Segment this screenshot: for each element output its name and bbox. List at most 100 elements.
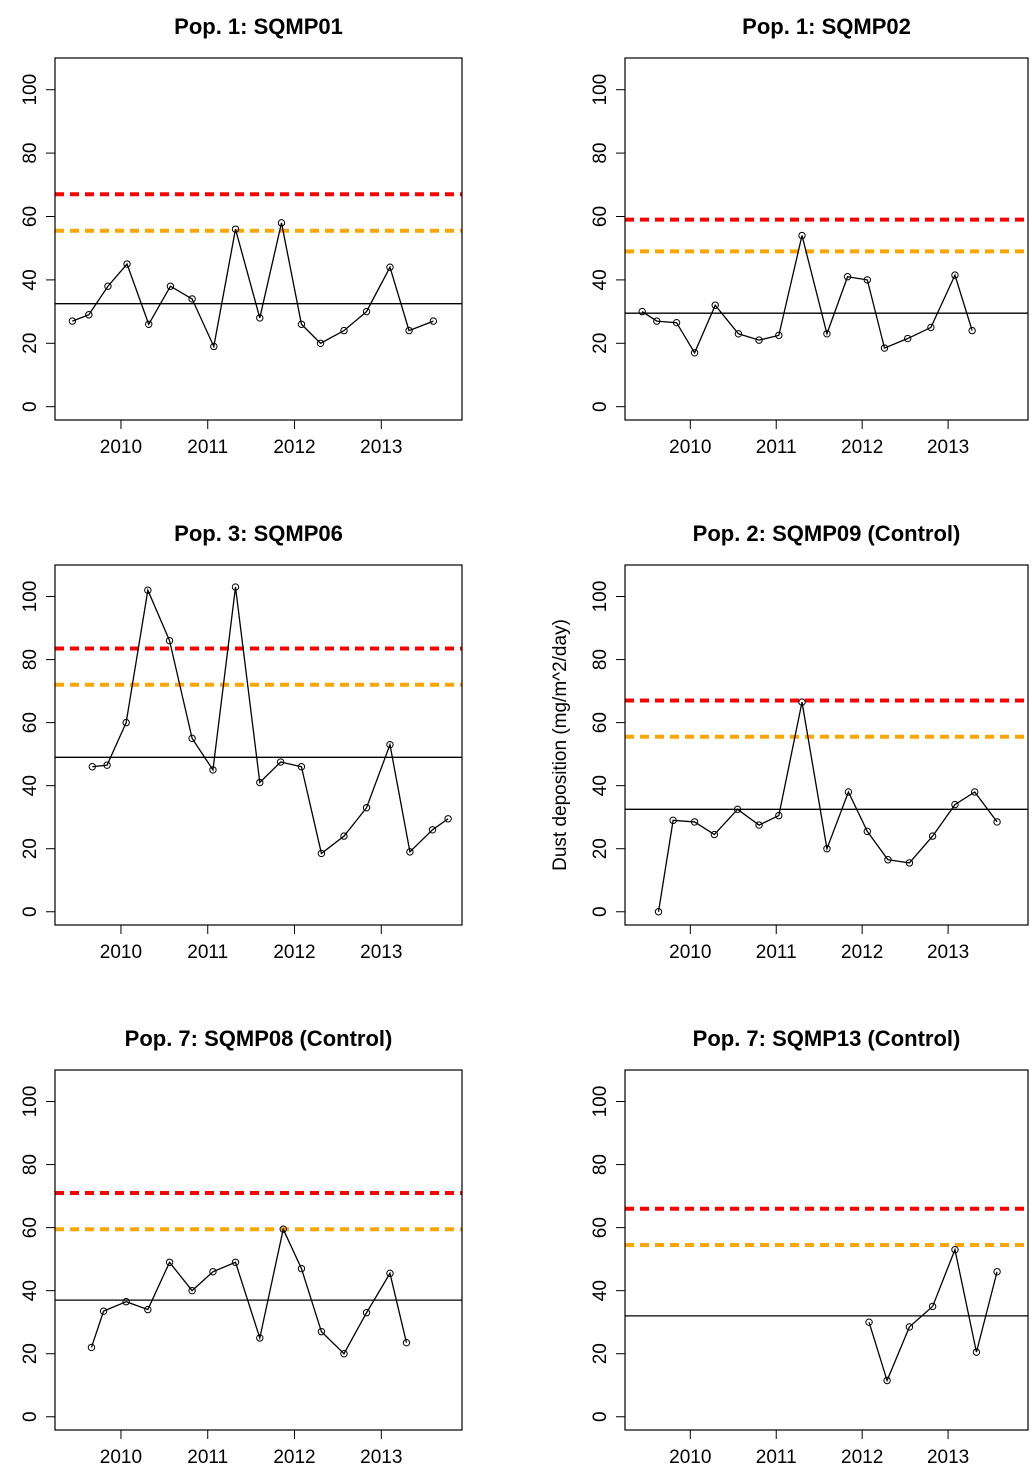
panel: Pop. 7: SQMP08 (Control) 0 20 40 60 80 100 2010… [20,1026,463,1468]
y-tick-label: 60 [590,206,611,227]
data-point [971,788,979,796]
data-point [340,326,348,335]
y-tick-label: 100 [590,1086,611,1118]
data-point [340,1350,348,1358]
data-point [231,225,240,233]
data-point [710,830,719,839]
data-point [166,282,175,290]
data-point [798,231,806,240]
y-tick-label: 20 [590,838,611,859]
y-tick-label: 40 [590,775,611,796]
data-point [927,323,935,332]
data-point [122,1297,130,1306]
x-tick-label: 2011 [187,942,228,963]
data-point [823,845,831,853]
data-point [362,804,371,812]
data-point [386,740,394,749]
plot-frame [624,1069,1029,1431]
data-point [316,339,325,347]
y-tick-label: 40 [590,1280,611,1301]
data-point [905,859,914,867]
panel: Pop. 1: SQMP02 0 20 40 60 80 100 2010 2011 2012 20… [590,14,1029,458]
data-point [103,761,111,769]
data-point [104,282,112,290]
panel-title: Pop. 1: SQMP02 [742,14,911,39]
data-point [188,734,196,743]
data-point [256,1334,264,1342]
panel-title: Pop. 7: SQMP08 (Control) [125,1026,393,1051]
panel: Pop. 1: SQMP01 0 20 40 60 80 100 2010 2011 2012 20… [20,14,463,458]
y-tick-label: 60 [590,712,611,733]
x-tick-label: 2011 [187,1447,228,1468]
x-tick-label: 2010 [669,942,711,963]
y-tick-label: 0 [590,1411,611,1422]
data-point [231,583,240,591]
data-point [386,1269,394,1278]
x-tick-label: 2012 [273,942,315,963]
data-line [641,235,973,355]
data-point [734,330,743,338]
data-point [884,856,892,864]
data-point [823,330,831,338]
y-tick-label: 60 [20,712,41,733]
panel-title: Pop. 7: SQMP13 (Control) [693,1026,961,1051]
data-point [144,586,152,594]
y-tick-label: 0 [20,906,41,917]
data-point [429,317,438,325]
data-point [883,1376,891,1385]
plot-frame [54,1069,463,1431]
data-point [755,821,763,829]
data-point [638,307,646,316]
data-point [928,1302,937,1311]
data-point [406,848,414,856]
y-tick-label: 100 [590,74,611,106]
data-point [277,219,286,227]
data-point [951,1245,959,1254]
x-tick-label: 2010 [669,1447,711,1468]
data-point [993,1268,1001,1276]
x-tick-label: 2011 [756,942,797,963]
y-tick-label: 0 [590,906,611,917]
data-line [92,586,449,855]
y-tick-label: 20 [20,1343,41,1364]
data-point [340,832,348,840]
panel: Pop. 2: SQMP09 (Control) 0 20 40 60 80 100 2010… [550,521,1029,963]
y-tick-label: 40 [20,1280,41,1301]
data-point [165,636,174,645]
data-point [669,816,677,825]
panel-title: Pop. 1: SQMP01 [174,14,343,39]
data-point [122,718,130,727]
data-point [144,1305,152,1314]
data-point [188,295,196,303]
x-tick-label: 2013 [360,1447,402,1468]
x-tick-label: 2013 [360,942,402,963]
y-tick-label: 40 [20,269,41,290]
data-point [843,273,852,281]
y-tick-label: 0 [590,401,611,412]
data-point [85,311,93,319]
data-point [362,307,371,316]
x-tick-label: 2012 [841,1447,883,1468]
y-tick-label: 20 [590,1343,611,1364]
y-axis-label: Dust deposition (mg/m^2/day) [550,619,571,871]
y-tick-label: 20 [590,333,611,354]
data-point [672,318,681,327]
y-tick-label: 100 [20,74,41,106]
y-tick-label: 0 [20,1411,41,1422]
x-tick-label: 2013 [927,1447,969,1468]
data-point [297,763,306,771]
data-point [968,326,976,335]
x-tick-label: 2010 [100,942,142,963]
y-tick-label: 60 [20,206,41,227]
data-point [690,349,699,357]
data-point [276,758,285,766]
data-point [87,1343,96,1352]
y-tick-label: 20 [20,838,41,859]
y-tick-label: 100 [590,581,611,613]
x-tick-label: 2010 [669,437,711,458]
data-point [405,326,413,335]
data-point [123,260,131,268]
x-tick-label: 2010 [100,1447,142,1468]
data-point [317,1327,326,1336]
y-tick-label: 40 [590,269,611,290]
